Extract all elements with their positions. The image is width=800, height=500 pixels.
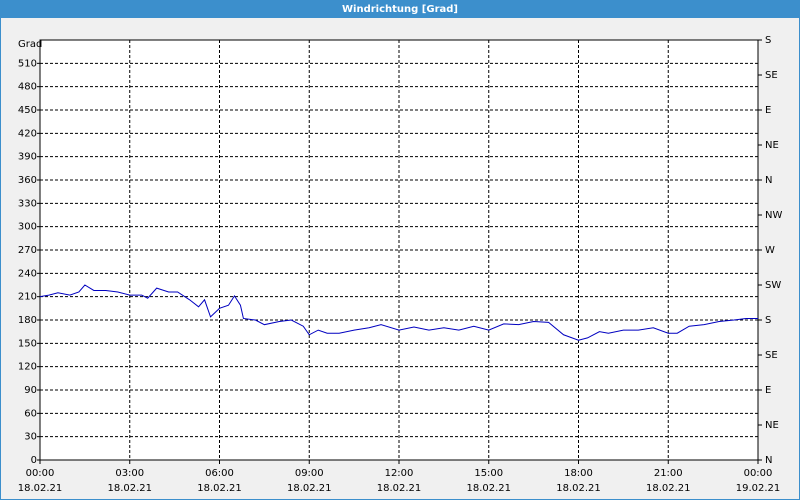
y-tick-label: 150 <box>18 338 37 349</box>
y2-tick-label: NE <box>765 420 779 431</box>
y-tick-label: 330 <box>18 198 37 209</box>
y-tick-label: 210 <box>18 292 37 303</box>
y-tick-label: 420 <box>18 128 37 139</box>
x-tick-label: 00:00 <box>744 468 773 479</box>
y-tick-label: 270 <box>18 245 37 256</box>
chart-title: Windrichtung [Grad] <box>342 4 458 15</box>
y2-tick-label: SW <box>765 280 781 291</box>
x-tick-date: 18.02.21 <box>287 483 332 494</box>
y2-tick-label: NE <box>765 140 779 151</box>
x-tick-date: 18.02.21 <box>556 483 601 494</box>
y-tick-label: 480 <box>18 82 37 93</box>
x-tick-date: 18.02.21 <box>107 483 152 494</box>
title-bar <box>0 0 800 18</box>
y-tick-label: 450 <box>18 105 37 116</box>
x-tick-label: 15:00 <box>474 468 503 479</box>
x-tick-label: 00:00 <box>26 468 55 479</box>
y-tick-label: 390 <box>18 152 37 163</box>
plot-frame <box>39 39 759 461</box>
y2-tick-label: S <box>765 35 771 46</box>
y-tick-label: 30 <box>24 432 37 443</box>
y-tick-label: 60 <box>24 408 37 419</box>
y-axis-label: Grad <box>18 39 42 50</box>
x-tick-date: 18.02.21 <box>197 483 242 494</box>
y2-tick-label: NW <box>765 210 782 221</box>
y-tick-label: 240 <box>18 268 37 279</box>
y-tick-label: 120 <box>18 362 37 373</box>
y2-tick-label: N <box>765 175 772 186</box>
y2-tick-label: SE <box>765 70 778 81</box>
x-tick-date: 18.02.21 <box>377 483 422 494</box>
y2-tick-label: E <box>765 105 771 116</box>
y-tick-label: 360 <box>18 175 37 186</box>
x-tick-label: 06:00 <box>205 468 234 479</box>
y-tick-label: 0 <box>31 455 37 466</box>
y-tick-label: 90 <box>24 385 37 396</box>
y2-tick-label: W <box>765 245 775 256</box>
y-tick-label: 300 <box>18 222 37 233</box>
y2-tick-label: SE <box>765 350 778 361</box>
x-tick-label: 21:00 <box>654 468 683 479</box>
x-tick-label: 18:00 <box>564 468 593 479</box>
x-tick-date: 18.02.21 <box>646 483 691 494</box>
x-tick-date: 18.02.21 <box>466 483 511 494</box>
y2-tick-label: N <box>765 455 772 466</box>
y2-tick-label: E <box>765 385 771 396</box>
x-tick-date: 18.02.21 <box>18 483 63 494</box>
y2-tick-label: S <box>765 315 771 326</box>
x-tick-label: 03:00 <box>115 468 144 479</box>
data-line <box>39 284 758 341</box>
y-tick-label: 180 <box>18 315 37 326</box>
x-tick-label: 12:00 <box>385 468 414 479</box>
x-tick-date: 19.02.21 <box>736 483 781 494</box>
x-tick-label: 09:00 <box>295 468 324 479</box>
y-tick-label: 510 <box>18 58 37 69</box>
